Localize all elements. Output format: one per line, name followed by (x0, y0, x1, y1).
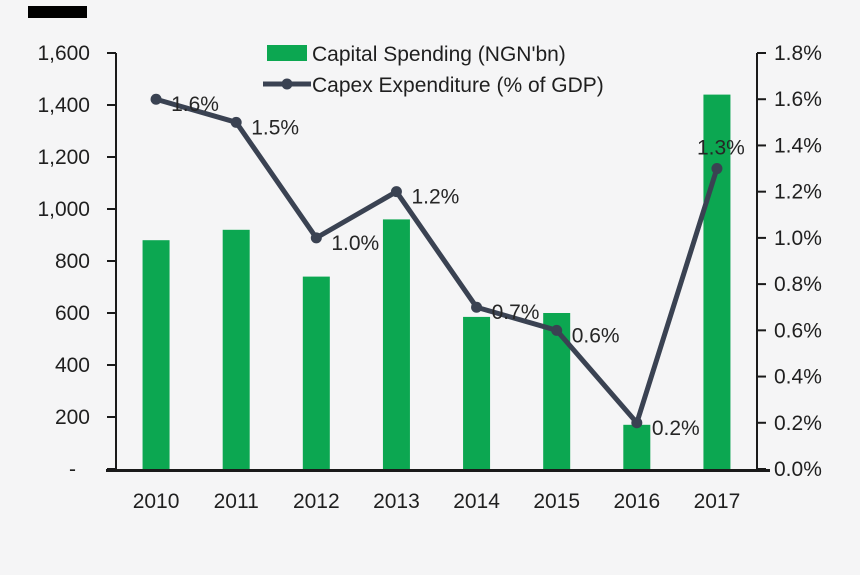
line-marker-2017 (711, 163, 723, 175)
point-label-2010: 1.6% (171, 93, 219, 116)
left-axis-tick-label: 1,600 (37, 42, 90, 65)
right-axis-tick-label: 0.0% (774, 458, 822, 481)
left-axis-tick-label: 1,200 (37, 146, 90, 169)
x-axis-label: 2011 (214, 490, 259, 513)
line-marker-2013 (390, 186, 402, 198)
point-label-2017: 1.3% (697, 137, 745, 160)
bar-2016 (623, 424, 651, 469)
right-axis-tick-label: 1.2% (774, 181, 822, 204)
legend-swatch-capital-spending (267, 45, 307, 61)
bar-2011 (222, 229, 250, 469)
bar-2010 (142, 240, 170, 469)
left-axis-tick-label: 1,000 (37, 198, 90, 221)
line-series (150, 93, 723, 429)
line-marker-2014 (471, 301, 483, 313)
line-marker-2015 (551, 324, 563, 336)
line-marker-2012 (310, 232, 322, 244)
x-axis-label: 2015 (533, 490, 580, 513)
bar-2015 (543, 313, 571, 469)
x-axis-label: 2017 (694, 490, 741, 513)
x-axis-label: 2014 (453, 490, 500, 513)
x-axis-label: 2010 (133, 490, 180, 513)
right-axis-tick-label: 0.4% (774, 366, 822, 389)
bar-2014 (463, 316, 491, 469)
line-path (153, 96, 720, 426)
point-label-2016: 0.2% (652, 417, 700, 440)
x-axis-label: 2016 (613, 490, 660, 513)
point-label-2011: 1.5% (251, 116, 299, 139)
point-label-2012: 1.0% (331, 232, 379, 255)
legend: Capital Spending (NGN'bn) Capex Expendit… (263, 43, 604, 97)
left-axis-tick-label: - (69, 458, 76, 481)
left-axis-tick-label: 800 (55, 250, 90, 273)
point-label-2013: 1.2% (411, 186, 459, 209)
line-marker-2016 (631, 417, 643, 429)
x-axis-label: 2013 (373, 490, 420, 513)
right-axis-tick-label: 1.8% (774, 42, 822, 65)
right-axis-tick-label: 0.6% (774, 319, 822, 342)
right-axis-tick-label: 0.2% (774, 412, 822, 435)
legend-swatch-capex-marker (281, 78, 293, 90)
top-left-mark (28, 6, 87, 18)
line-marker-2011 (230, 116, 242, 128)
legend-label-capital-spending: Capital Spending (NGN'bn) (312, 43, 566, 66)
bar-2013 (382, 219, 410, 469)
point-label-2015: 0.6% (572, 324, 620, 347)
left-axis-tick-label: 400 (55, 354, 90, 377)
left-axis-tick-label: 1,400 (37, 94, 90, 117)
point-label-2014: 0.7% (492, 301, 540, 324)
axes: 1,600 1,400 1,200 1,000 800 600 400 200 - 1.8% 1.6… (37, 42, 821, 513)
right-axis-tick-label: 0.8% (774, 273, 822, 296)
data-labels: 1.6% 1.5% 1.0% 1.2% 0.7% 0.6% 0.2% 1.3% (171, 93, 745, 440)
right-axis-tick-label: 1.6% (774, 88, 822, 111)
line-marker-2010 (150, 93, 162, 105)
right-axis-tick-label: 1.0% (774, 227, 822, 250)
legend-label-capex-expenditure: Capex Expenditure (% of GDP) (312, 74, 604, 97)
bar-series (142, 94, 731, 469)
bar-2017 (703, 94, 731, 469)
bar-2012 (302, 276, 330, 469)
left-axis-tick-label: 200 (55, 406, 90, 429)
right-axis-tick-label: 1.4% (774, 134, 822, 157)
left-axis-tick-label: 600 (55, 302, 90, 325)
x-axis-label: 2012 (293, 490, 340, 513)
